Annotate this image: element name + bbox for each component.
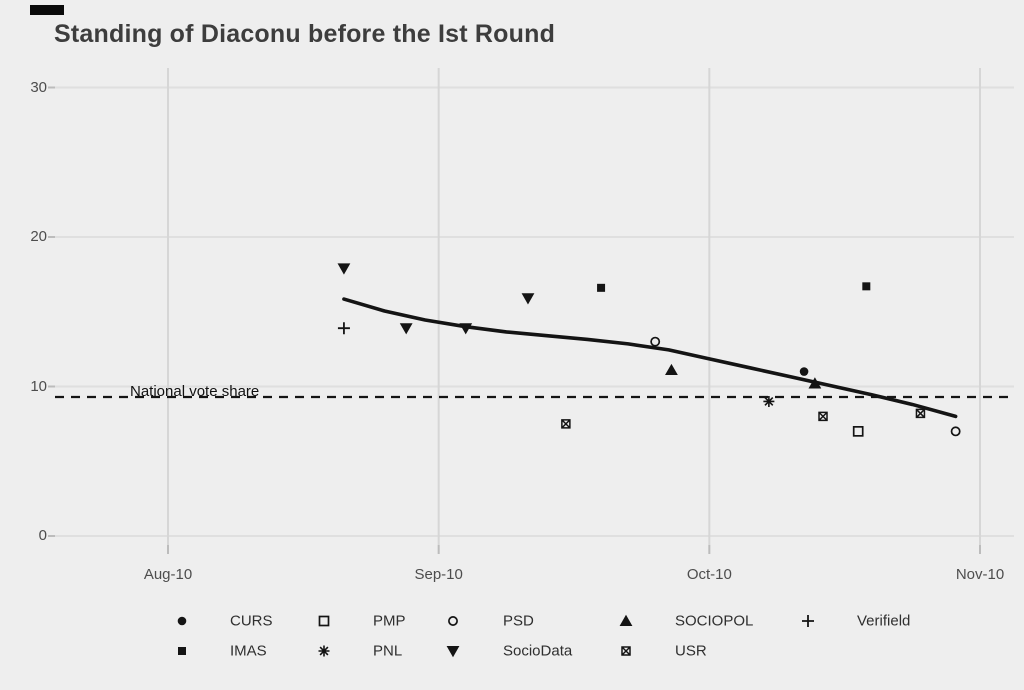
marker-asterisk: [763, 395, 775, 407]
legend-marker-CURS: [174, 613, 190, 629]
x-tick-label-Nov-10: Nov-10: [955, 566, 1005, 583]
y-tick-label-0: 0: [38, 527, 47, 544]
legend-label-PNL: PNL: [373, 642, 403, 660]
marker-square-cross: [621, 646, 631, 656]
marker-filled-square: [178, 647, 186, 655]
series-IMAS: [597, 282, 871, 292]
marker-plus: [802, 615, 814, 627]
legend-marker-USR: [618, 643, 634, 659]
series-PNL: [763, 395, 775, 407]
y-tick-label-30: 30: [30, 78, 47, 96]
series-Verifield: [337, 322, 350, 335]
legend-marker-PMP: [316, 613, 332, 629]
marker-filled-circle: [177, 616, 187, 626]
series-USR: [561, 408, 926, 429]
screenshot-artifact-mark: [30, 5, 64, 15]
x-tick-label-Aug-10: Aug-10: [143, 566, 193, 583]
y-tick-label-20: 20: [30, 228, 47, 245]
series-CURS: [799, 367, 809, 376]
legend-label-IMAS: IMAS: [230, 642, 267, 660]
legend-label-PSD: PSD: [503, 612, 534, 630]
chart-title: Standing of Diaconu before the Ist Round: [54, 20, 556, 48]
marker-open-circle: [950, 426, 961, 437]
legend-marker-SOCIOPOL: [618, 613, 634, 629]
legend-marker-IMAS: [174, 643, 190, 659]
marker-square-cross: [915, 408, 926, 419]
marker-plus: [337, 322, 350, 335]
marker-asterisk: [318, 645, 330, 657]
marker-triangle-up: [665, 363, 678, 376]
marker-triangle-down: [459, 323, 473, 335]
trend-line: [342, 297, 958, 419]
marker-triangle-down: [446, 646, 460, 658]
legend-label-USR: USR: [675, 642, 707, 660]
y-tick-label-10: 10: [30, 377, 47, 395]
legend-label-PMP: PMP: [373, 612, 406, 630]
marker-filled-square: [862, 282, 871, 291]
national-vote-share-label: National vote share: [130, 383, 260, 400]
legend-marker-PSD: [445, 613, 461, 629]
marker-square-cross: [561, 419, 571, 429]
axis-ticks: [48, 86, 982, 554]
marker-triangle-down: [337, 263, 351, 275]
legend-label-CURS: CURS: [230, 612, 273, 630]
x-tick-label-Sep-10: Sep-10: [414, 566, 463, 583]
marker-filled-square: [597, 283, 606, 292]
marker-triangle-down: [521, 293, 535, 305]
legend-marker-PNL: [316, 643, 332, 659]
marker-triangle-up: [808, 377, 822, 389]
legend-marker-Verifield: [800, 613, 816, 629]
marker-triangle-up: [619, 614, 633, 626]
marker-filled-circle: [799, 367, 809, 376]
legend-label-Verifield: Verifield: [857, 612, 911, 630]
series-PMP: [852, 426, 864, 437]
marker-open-circle: [448, 616, 458, 626]
marker-open-circle: [650, 336, 661, 347]
legend-marker-SocioData: [445, 643, 461, 659]
marker-open-square: [318, 615, 330, 627]
series-SocioData: [337, 263, 535, 335]
series-SOCIOPOL: [665, 363, 822, 389]
marker-triangle-down: [399, 323, 413, 335]
gridlines: [55, 68, 1014, 545]
legend-label-SocioData: SocioData: [503, 642, 573, 660]
legend-label-SOCIOPOL: SOCIOPOL: [675, 612, 754, 630]
marker-square-cross: [818, 411, 828, 422]
x-tick-label-Oct-10: Oct-10: [686, 566, 732, 583]
series-PSD: [650, 336, 961, 437]
marker-open-square: [852, 426, 864, 437]
